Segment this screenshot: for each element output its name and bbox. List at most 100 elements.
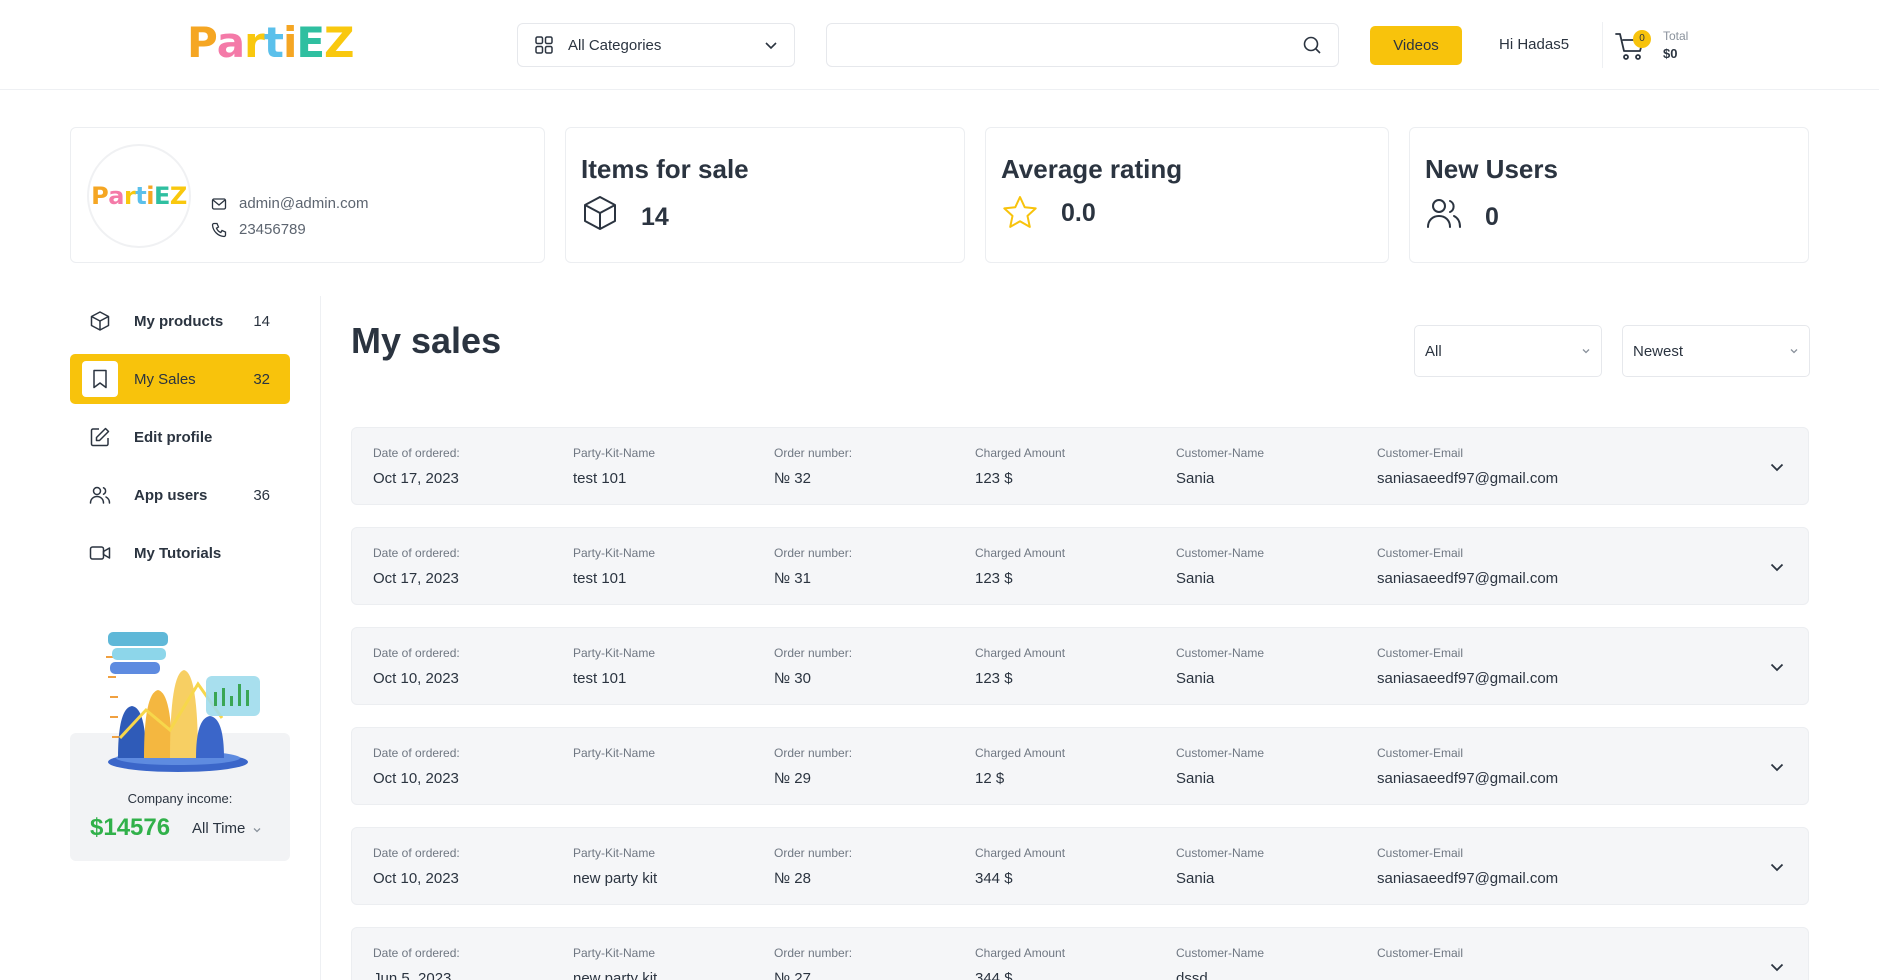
date-label: Date of ordered:: [373, 746, 460, 760]
kit-cell: Party-Kit-Name new party kit: [573, 946, 657, 980]
status-filter-select[interactable]: All: [1414, 325, 1602, 377]
sidebar-item-my-sales[interactable]: My Sales 32: [70, 354, 290, 404]
email-cell: Customer-Email saniasaeedf97@gmail.com: [1377, 846, 1558, 888]
chevron-down-icon[interactable]: [1768, 558, 1786, 576]
email-cell: Customer-Email: [1377, 946, 1463, 980]
sidebar-item-edit-profile[interactable]: Edit profile: [70, 412, 290, 462]
income-label: Company income:: [127, 791, 233, 806]
email-value: saniasaeedf97@gmail.com: [1377, 570, 1559, 587]
customer-label: Customer-Name: [1176, 446, 1265, 460]
order-value: № 28: [774, 870, 811, 887]
email-label: Customer-Email: [1377, 446, 1464, 460]
date-value: Oct 10, 2023: [373, 770, 459, 787]
customer-label: Customer-Name: [1176, 546, 1265, 560]
sidebar-item-count: 32: [253, 370, 270, 388]
grid-icon: [535, 36, 553, 54]
sale-row[interactable]: Date of ordered: Oct 17, 2023 Party-Kit-…: [351, 527, 1809, 605]
kit-value: test 101: [573, 470, 627, 487]
amount-value: 123 $: [975, 570, 1013, 587]
date-value: Oct 10, 2023: [373, 670, 459, 687]
date-value: Oct 17, 2023: [373, 570, 459, 587]
sidebar-item-count: 14: [253, 312, 270, 330]
customer-value: Sania: [1176, 670, 1215, 687]
sidebar-item-app-users[interactable]: App users 36: [70, 470, 290, 520]
chevron-down-icon[interactable]: [1768, 958, 1786, 976]
status-filter-label: All: [1425, 342, 1442, 360]
date-label: Date of ordered:: [373, 446, 460, 460]
chevron-down-icon[interactable]: [1768, 458, 1786, 476]
logo[interactable]: PartiEZ: [187, 18, 355, 67]
customer-value: Sania: [1176, 470, 1215, 487]
kit-value: test 101: [573, 570, 627, 587]
amount-value: 12 $: [975, 770, 1005, 787]
user-greeting[interactable]: Hi Hadas5: [1499, 36, 1570, 53]
customer-cell: Customer-Name Sania: [1176, 446, 1264, 488]
kit-cell: Party-Kit-Name test 101: [573, 546, 655, 588]
sidebar-item-label: My Tutorials: [134, 544, 222, 562]
chevron-down-icon[interactable]: [1768, 858, 1786, 876]
email-value: saniasaeedf97@gmail.com: [1377, 770, 1559, 787]
videos-button[interactable]: Videos: [1370, 26, 1462, 65]
customer-label: Customer-Name: [1176, 846, 1265, 860]
stat-card-items-for-sale: Items for sale 14: [565, 127, 965, 263]
order-cell: Order number: № 31: [774, 546, 852, 588]
stat-title: Average rating: [1001, 154, 1183, 184]
chevron-down-icon[interactable]: [1768, 658, 1786, 676]
order-cell: Order number: № 28: [774, 846, 852, 888]
amount-label: Charged Amount: [975, 846, 1066, 860]
sale-row[interactable]: Date of ordered: Jun 5, 2023 Party-Kit-N…: [351, 927, 1809, 980]
phone-icon: [211, 222, 227, 237]
stat-value: 0.0: [1061, 199, 1096, 227]
amount-value: 344 $: [975, 870, 1013, 887]
sidebar-item-label: App users: [134, 486, 208, 504]
kit-value: new party kit: [573, 970, 658, 980]
date-cell: Date of ordered: Oct 10, 2023: [373, 646, 460, 688]
amount-cell: Charged Amount 12 $: [975, 746, 1065, 788]
amount-value: 123 $: [975, 470, 1013, 487]
content-divider: [320, 296, 321, 980]
search-input[interactable]: [827, 24, 1267, 66]
chevron-down-icon[interactable]: [252, 825, 262, 835]
amount-cell: Charged Amount 123 $: [975, 646, 1065, 688]
email-value: saniasaeedf97@gmail.com: [1377, 870, 1559, 887]
date-cell: Date of ordered: Oct 10, 2023: [373, 846, 460, 888]
email-label: Customer-Email: [1377, 746, 1464, 760]
cart-total-label: Total: [1663, 29, 1689, 43]
sidebar-item-label: My Sales: [134, 370, 196, 388]
customer-cell: Customer-Name Sania: [1176, 646, 1264, 688]
order-label: Order number:: [774, 446, 853, 460]
kit-value: [573, 770, 655, 788]
sale-row[interactable]: Date of ordered: Oct 10, 2023 Party-Kit-…: [351, 827, 1809, 905]
kit-label: Party-Kit-Name: [573, 846, 656, 860]
income-period-select[interactable]: All Time: [192, 820, 246, 837]
sale-row[interactable]: Date of ordered: Oct 10, 2023 Party-Kit-…: [351, 727, 1809, 805]
sort-select-label: Newest: [1633, 342, 1684, 360]
customer-cell: Customer-Name Sania: [1176, 546, 1264, 588]
stat-card-average-rating: Average rating 0.0: [985, 127, 1389, 263]
amount-cell: Charged Amount 123 $: [975, 446, 1065, 488]
order-label: Order number:: [774, 846, 853, 860]
email-label: Customer-Email: [1377, 546, 1464, 560]
email-label: Customer-Email: [1377, 646, 1464, 660]
stat-title: Items for sale: [581, 154, 749, 184]
chevron-down-icon[interactable]: [1768, 758, 1786, 776]
sale-row[interactable]: Date of ordered: Oct 17, 2023 Party-Kit-…: [351, 427, 1809, 505]
kit-label: Party-Kit-Name: [573, 446, 656, 460]
stat-value: 14: [641, 203, 669, 231]
email-cell: Customer-Email saniasaeedf97@gmail.com: [1377, 546, 1558, 588]
sidebar-item-my-products[interactable]: My products 14: [70, 296, 290, 346]
order-value: № 27: [774, 970, 811, 980]
amount-label: Charged Amount: [975, 946, 1066, 960]
phone-row: 23456789: [211, 221, 306, 238]
search-icon[interactable]: [1302, 35, 1322, 55]
profile-email: admin@admin.com: [239, 195, 369, 212]
kit-label: Party-Kit-Name: [573, 546, 656, 560]
date-value: Oct 10, 2023: [373, 870, 459, 887]
amount-cell: Charged Amount 344 $: [975, 846, 1065, 888]
category-select[interactable]: All Categories: [517, 23, 795, 67]
sale-row[interactable]: Date of ordered: Oct 10, 2023 Party-Kit-…: [351, 627, 1809, 705]
sidebar-item-my-tutorials[interactable]: My Tutorials: [70, 528, 290, 578]
sort-select[interactable]: Newest: [1622, 325, 1810, 377]
